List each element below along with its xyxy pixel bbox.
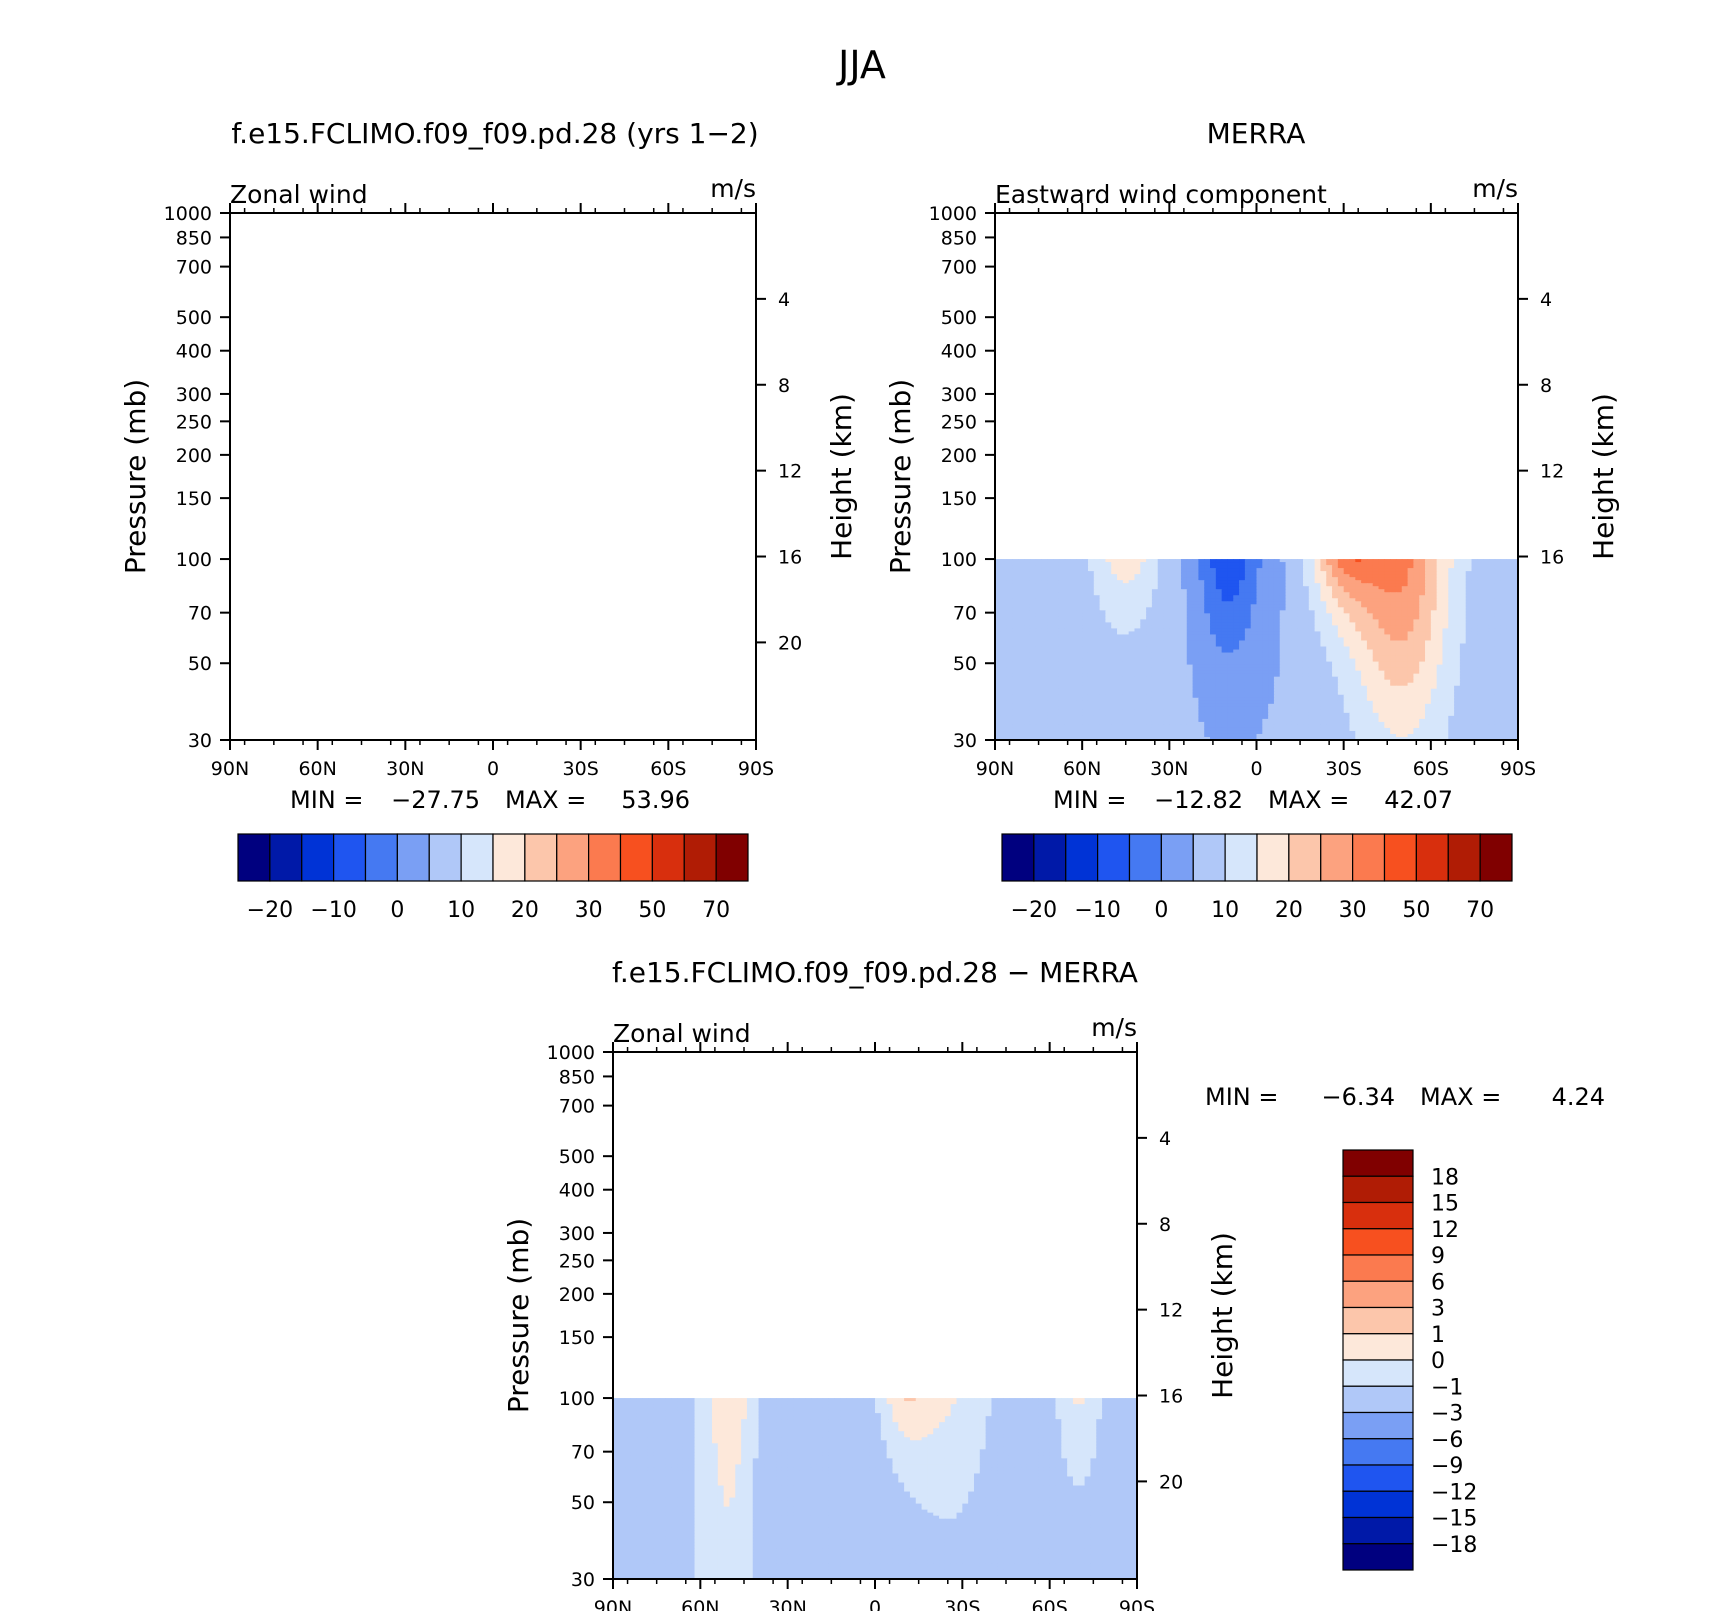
chart-title: f.e15.FCLIMO.f09_f09.pd.28 (yrs 1−2) xyxy=(231,117,758,150)
units-label: m/s xyxy=(710,174,756,203)
panel-model: f.e15.FCLIMO.f09_f09.pd.28 (yrs 1−2) Zona… xyxy=(119,117,858,923)
figure-title: JJA xyxy=(836,43,886,87)
variable-label: Zonal wind xyxy=(230,180,368,209)
